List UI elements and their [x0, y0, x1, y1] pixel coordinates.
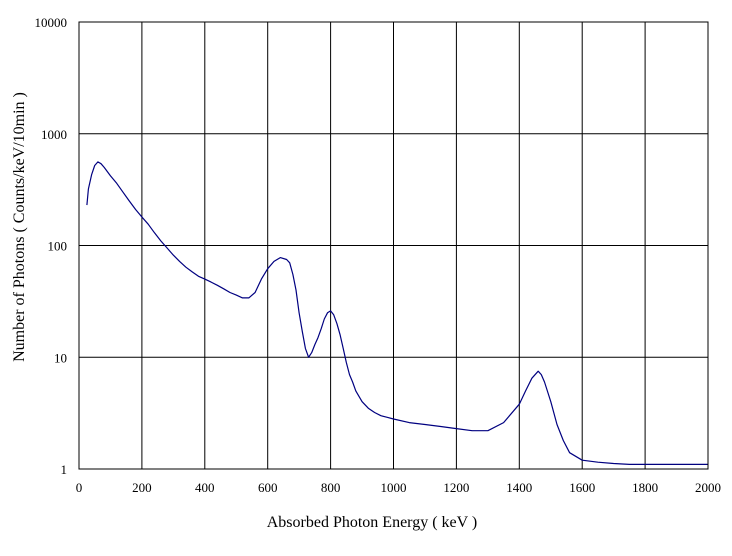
plot-frame [78, 21, 709, 470]
y-tick-label: 1000 [41, 127, 67, 142]
x-tick-label: 800 [321, 480, 341, 495]
y-tick-label: 10000 [35, 15, 68, 30]
x-tick-label: 1400 [506, 480, 532, 495]
x-tick-labels: 0 200 400 600 800 1000 1200 1400 1600 1800 2000 [76, 480, 721, 495]
x-tick-label: 1000 [381, 480, 407, 495]
x-tick-label: 0 [76, 480, 83, 495]
y-tick-labels: 1 10 100 1000 10000 [35, 15, 68, 477]
x-tick-label: 1600 [569, 480, 595, 495]
spectrum-line [86, 161, 708, 465]
x-tick-label: 1200 [443, 480, 469, 495]
grid-layer [78, 21, 709, 470]
y-tick-label: 10 [54, 350, 67, 365]
x-tick-label: 600 [258, 480, 278, 495]
x-axis-title: Absorbed Photon Energy ( keV ) [267, 514, 478, 531]
y-tick-label: 100 [48, 239, 68, 254]
x-tick-label: 1800 [632, 480, 658, 495]
x-tick-label: 200 [132, 480, 152, 495]
x-tick-label: 2000 [695, 480, 721, 495]
x-tick-label: 400 [195, 480, 215, 495]
y-axis-title: Number of Photons ( Counts/keV/10min ) [11, 92, 28, 362]
data-layer [86, 161, 708, 465]
y-tick-label: 1 [61, 462, 68, 477]
